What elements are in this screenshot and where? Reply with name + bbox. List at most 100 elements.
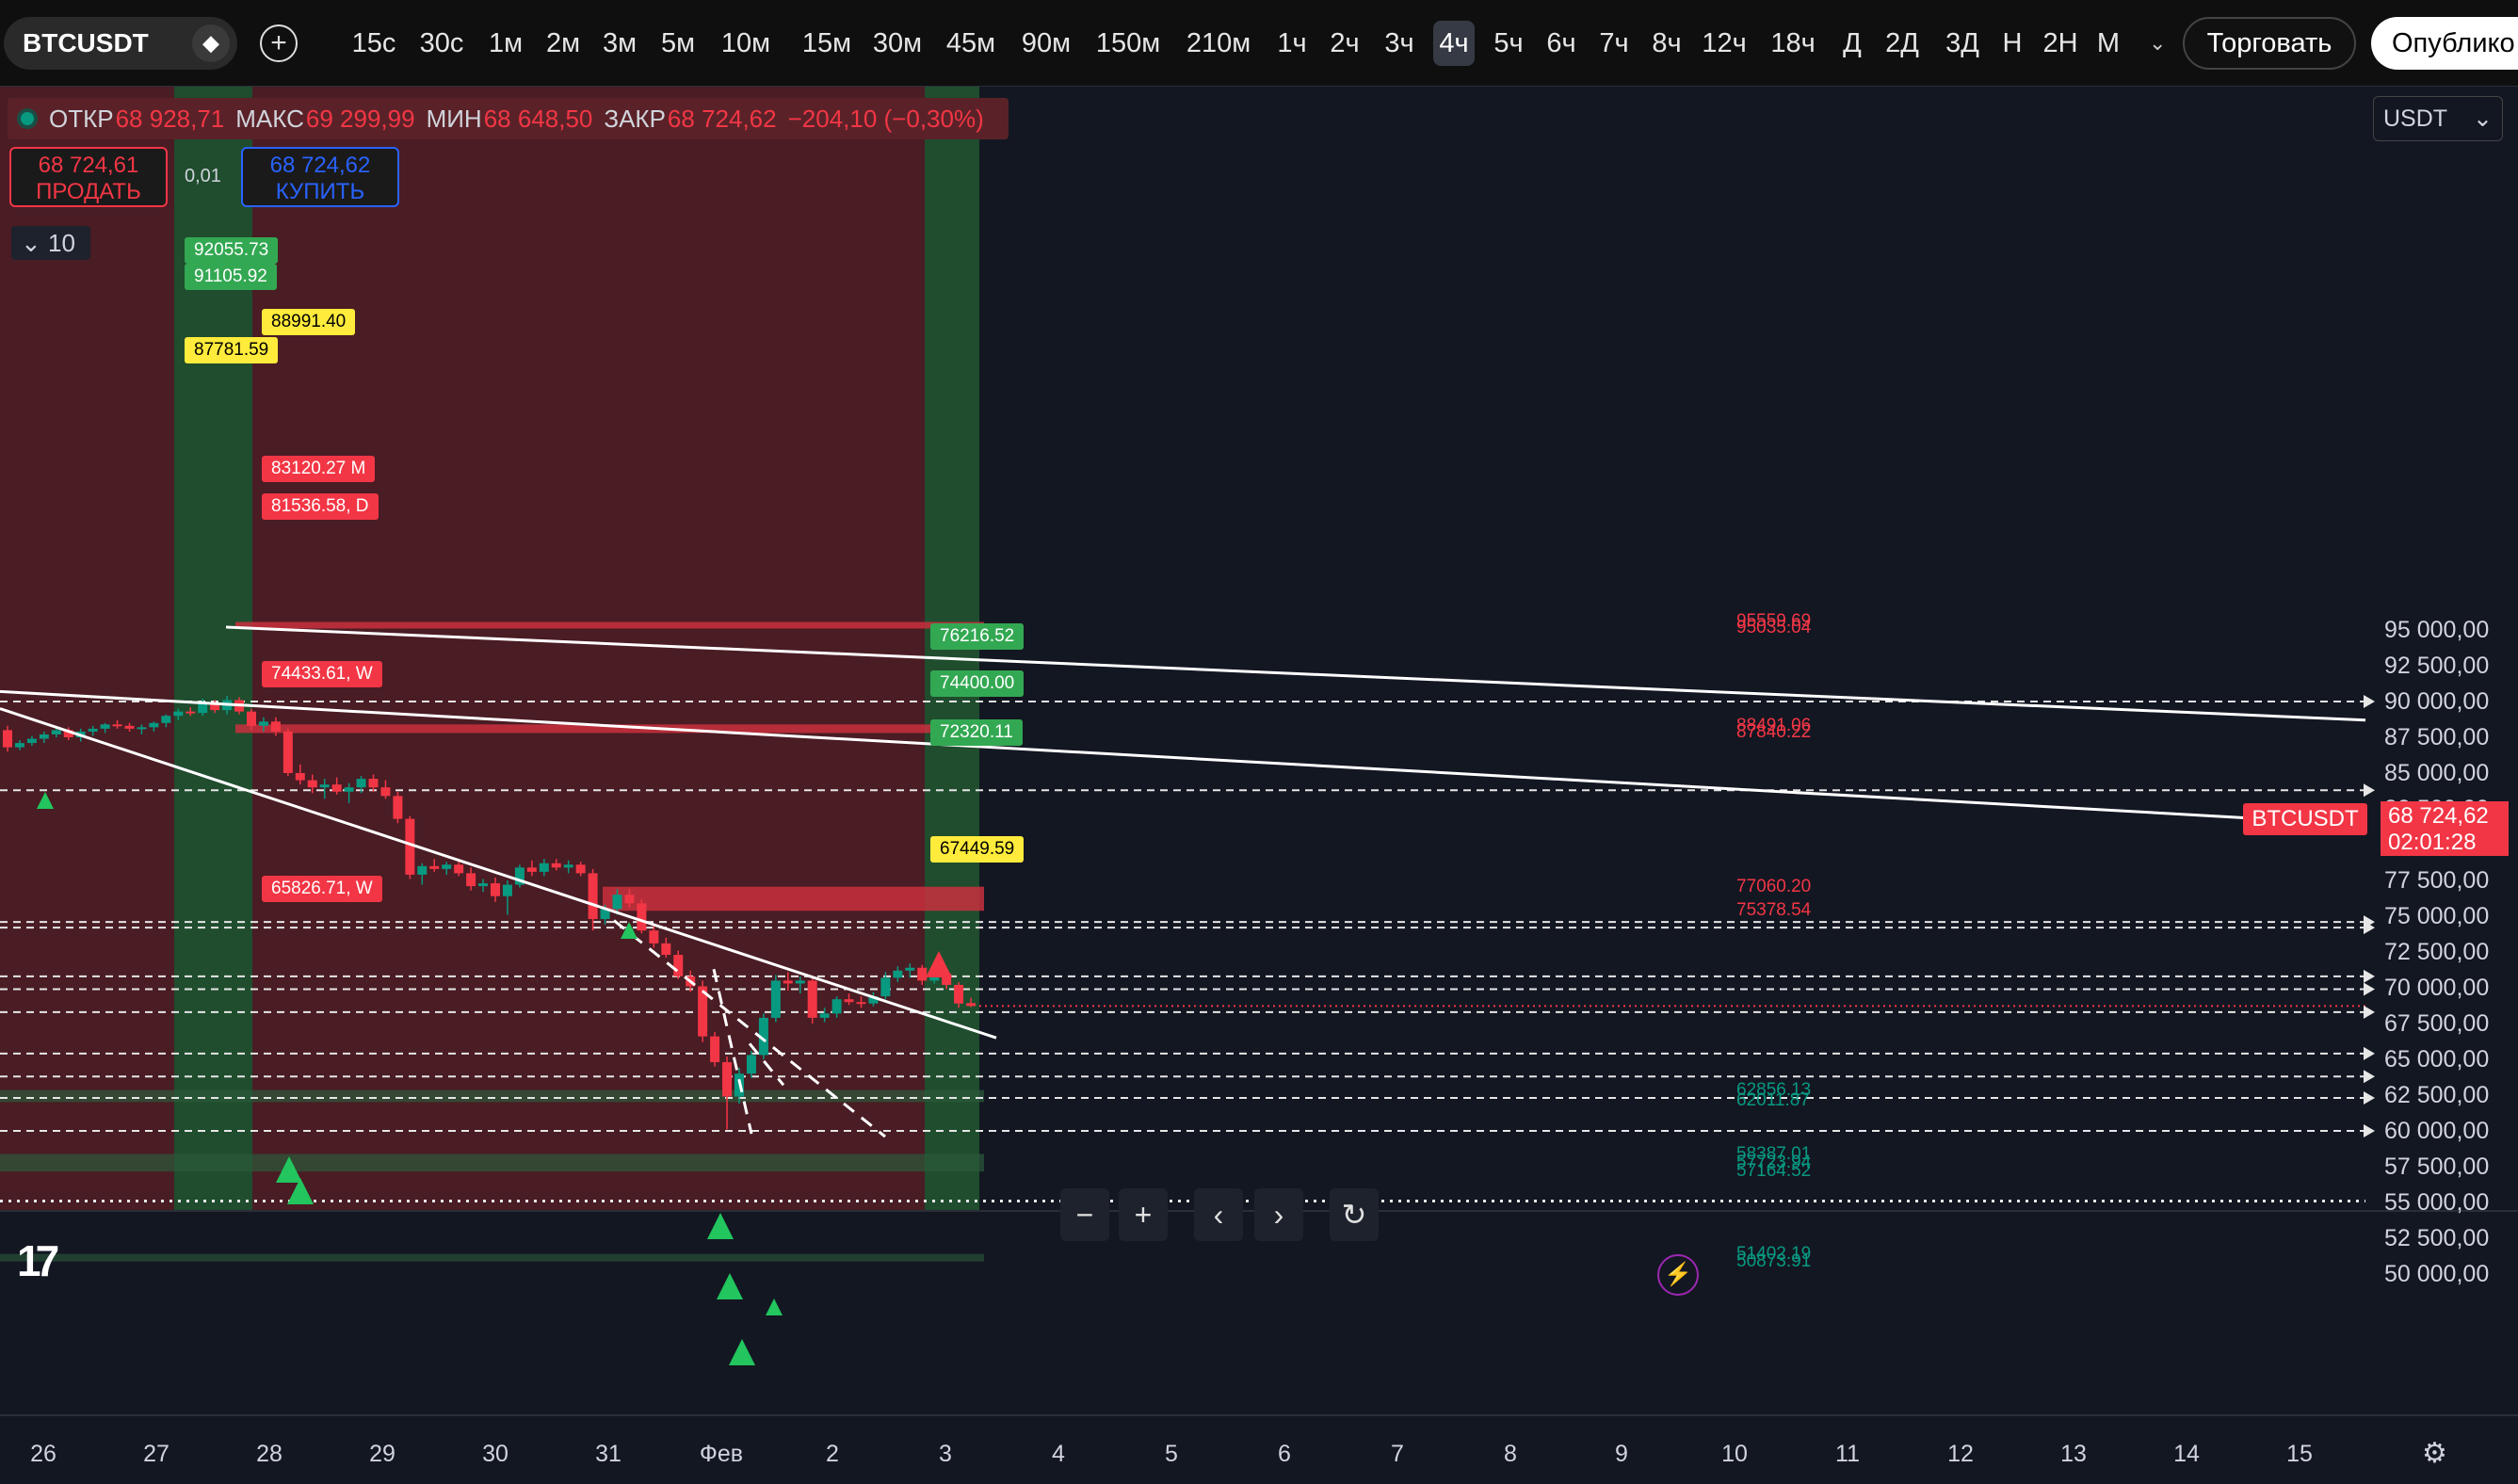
sell-price: 68 724,61 [38, 153, 139, 178]
price-tag-8[interactable]: 76216.52 [930, 623, 1025, 650]
candle-body-53 [649, 930, 659, 944]
level-label-5: 75378.54 [1736, 900, 1812, 921]
candle-body-55 [673, 955, 684, 976]
spread-value: 0,01 [185, 166, 221, 186]
price-tag-3[interactable]: 87781.59 [185, 337, 279, 363]
candle-body-22 [270, 721, 281, 732]
price-tag-9[interactable]: 74400.00 [930, 670, 1025, 697]
lightning-icon[interactable]: ⚡ [1657, 1254, 1699, 1296]
session-bg-red [0, 87, 979, 1210]
interval-15[interactable]: 3ч [1384, 28, 1414, 58]
interval-7[interactable]: 15м [801, 28, 852, 58]
zoom-in-button[interactable]: + [1119, 1188, 1168, 1241]
indicators-toggle[interactable]: ⌄ 10 [11, 226, 90, 260]
price-tag-6[interactable]: 74433.61, W [262, 661, 382, 687]
candle-body-75 [917, 967, 928, 981]
interval-1[interactable]: 30с [419, 28, 464, 58]
price-tick-0: 95 000,00 [2384, 617, 2490, 643]
gear-icon[interactable]: ⚙ [2422, 1438, 2447, 1469]
interval-9[interactable]: 45м [945, 28, 996, 58]
interval-24[interactable]: 2Д [1885, 28, 1919, 58]
candle-body-34 [417, 865, 428, 875]
interval-22[interactable]: 18ч [1770, 28, 1816, 58]
interval-6[interactable]: 10м [720, 28, 771, 58]
price-tag-4[interactable]: 83120.27 M [262, 456, 376, 482]
candle-body-5 [63, 730, 73, 737]
candle-body-21 [258, 721, 268, 726]
interval-23[interactable]: Д [1843, 28, 1862, 58]
interval-20[interactable]: 8ч [1652, 28, 1682, 58]
zoom-out-button[interactable]: − [1060, 1188, 1109, 1241]
price-tag-5[interactable]: 81536.58, D [262, 493, 379, 520]
price-tag-2[interactable]: 88991.40 [262, 309, 356, 335]
interval-25[interactable]: 3Д [1945, 28, 1979, 58]
price-tag-7[interactable]: 65826.71, W [262, 876, 382, 902]
interval-11[interactable]: 150м [1095, 28, 1161, 58]
interval-2[interactable]: 1м [488, 28, 524, 58]
buy-label: КУПИТЬ [275, 179, 365, 204]
interval-19[interactable]: 7ч [1599, 28, 1629, 58]
interval-17[interactable]: 5ч [1493, 28, 1524, 58]
interval-5[interactable]: 5м [660, 28, 696, 58]
chevron-down-icon[interactable]: ⌄ [2149, 31, 2167, 55]
candle-body-12 [149, 722, 159, 728]
candle-body-7 [88, 728, 98, 732]
change-value: −204,10 (−0,30%) [787, 104, 984, 133]
level-arrow-0 [2364, 695, 2375, 708]
interval-0[interactable]: 15с [351, 28, 396, 58]
price-tick-17: 52 500,00 [2384, 1225, 2490, 1251]
interval-8[interactable]: 30м [872, 28, 923, 58]
candle-body-61 [746, 1055, 756, 1074]
price-chart[interactable] [0, 87, 2518, 1484]
currency-value: USDT [2383, 105, 2448, 132]
sell-button[interactable]: 68 724,61 ПРОДАТЬ [9, 147, 168, 207]
interval-10[interactable]: 90м [1021, 28, 1072, 58]
candle-body-78 [954, 984, 964, 1004]
interval-27[interactable]: 2Н [2042, 28, 2078, 58]
interval-16[interactable]: 4ч [1433, 21, 1475, 66]
interval-12[interactable]: 210м [1186, 28, 1251, 58]
candle-body-36 [442, 864, 452, 869]
trade-button[interactable]: Торговать [2183, 17, 2356, 70]
currency-select[interactable]: USDT ⌄ [2373, 96, 2503, 141]
candle-body-74 [905, 967, 915, 971]
price-tag-10[interactable]: 72320.11 [930, 719, 1023, 746]
candle-body-49 [600, 909, 610, 920]
level-label-9: 57723.94 [1736, 1153, 1812, 1173]
level-label-8: 58387.01 [1736, 1143, 1812, 1164]
interval-14[interactable]: 2ч [1330, 28, 1360, 58]
gem-icon[interactable]: ◆ [192, 24, 230, 62]
buy-button[interactable]: 68 724,62 КУПИТЬ [241, 147, 399, 207]
tradingview-logo[interactable]: 17 [17, 1236, 59, 1285]
interval-28[interactable]: М [2096, 28, 2121, 58]
price-tag-1[interactable]: 91105.92 [185, 264, 277, 290]
candle-body-79 [966, 1003, 977, 1007]
candle-body-72 [880, 977, 891, 997]
candle-body-17 [210, 702, 220, 711]
price-tag-11[interactable]: 67449.59 [930, 836, 1025, 863]
compare-plus-icon[interactable]: + [260, 24, 298, 62]
candle-body-30 [368, 779, 379, 788]
interval-3[interactable]: 2м [545, 28, 581, 58]
reset-chart-button[interactable]: ↻ [1330, 1188, 1379, 1241]
candle-body-66 [807, 980, 817, 1018]
interval-13[interactable]: 1ч [1277, 28, 1307, 58]
scroll-left-button[interactable]: ‹ [1194, 1188, 1243, 1241]
interval-26[interactable]: Н [2002, 28, 2023, 58]
publish-button[interactable]: Опублико [2371, 17, 2518, 70]
time-tick-9: 4 [1052, 1441, 1065, 1467]
symbol-search-button[interactable]: BTCUSDT ◆ [4, 17, 237, 70]
chart-area[interactable]: 95 000,00 92 500,00 90 000,00 87 500,00 85 0… [0, 87, 2518, 1484]
time-tick-18: 13 [2060, 1441, 2087, 1467]
interval-4[interactable]: 3м [602, 28, 638, 58]
time-tick-20: 15 [2286, 1441, 2313, 1467]
top-toolbar: BTCUSDT ◆ + 15с 30с 1м 2м 3м 5м 10м 15м 30м 45м 90… [0, 0, 2518, 87]
interval-18[interactable]: 6ч [1546, 28, 1576, 58]
interval-21[interactable]: 12ч [1702, 28, 1747, 58]
level-arrow-8 [2364, 1070, 2375, 1084]
scroll-right-button[interactable]: › [1254, 1188, 1303, 1241]
candle-body-51 [624, 895, 635, 904]
trendline-4 [712, 968, 753, 1135]
price-tag-0[interactable]: 92055.73 [185, 237, 279, 264]
